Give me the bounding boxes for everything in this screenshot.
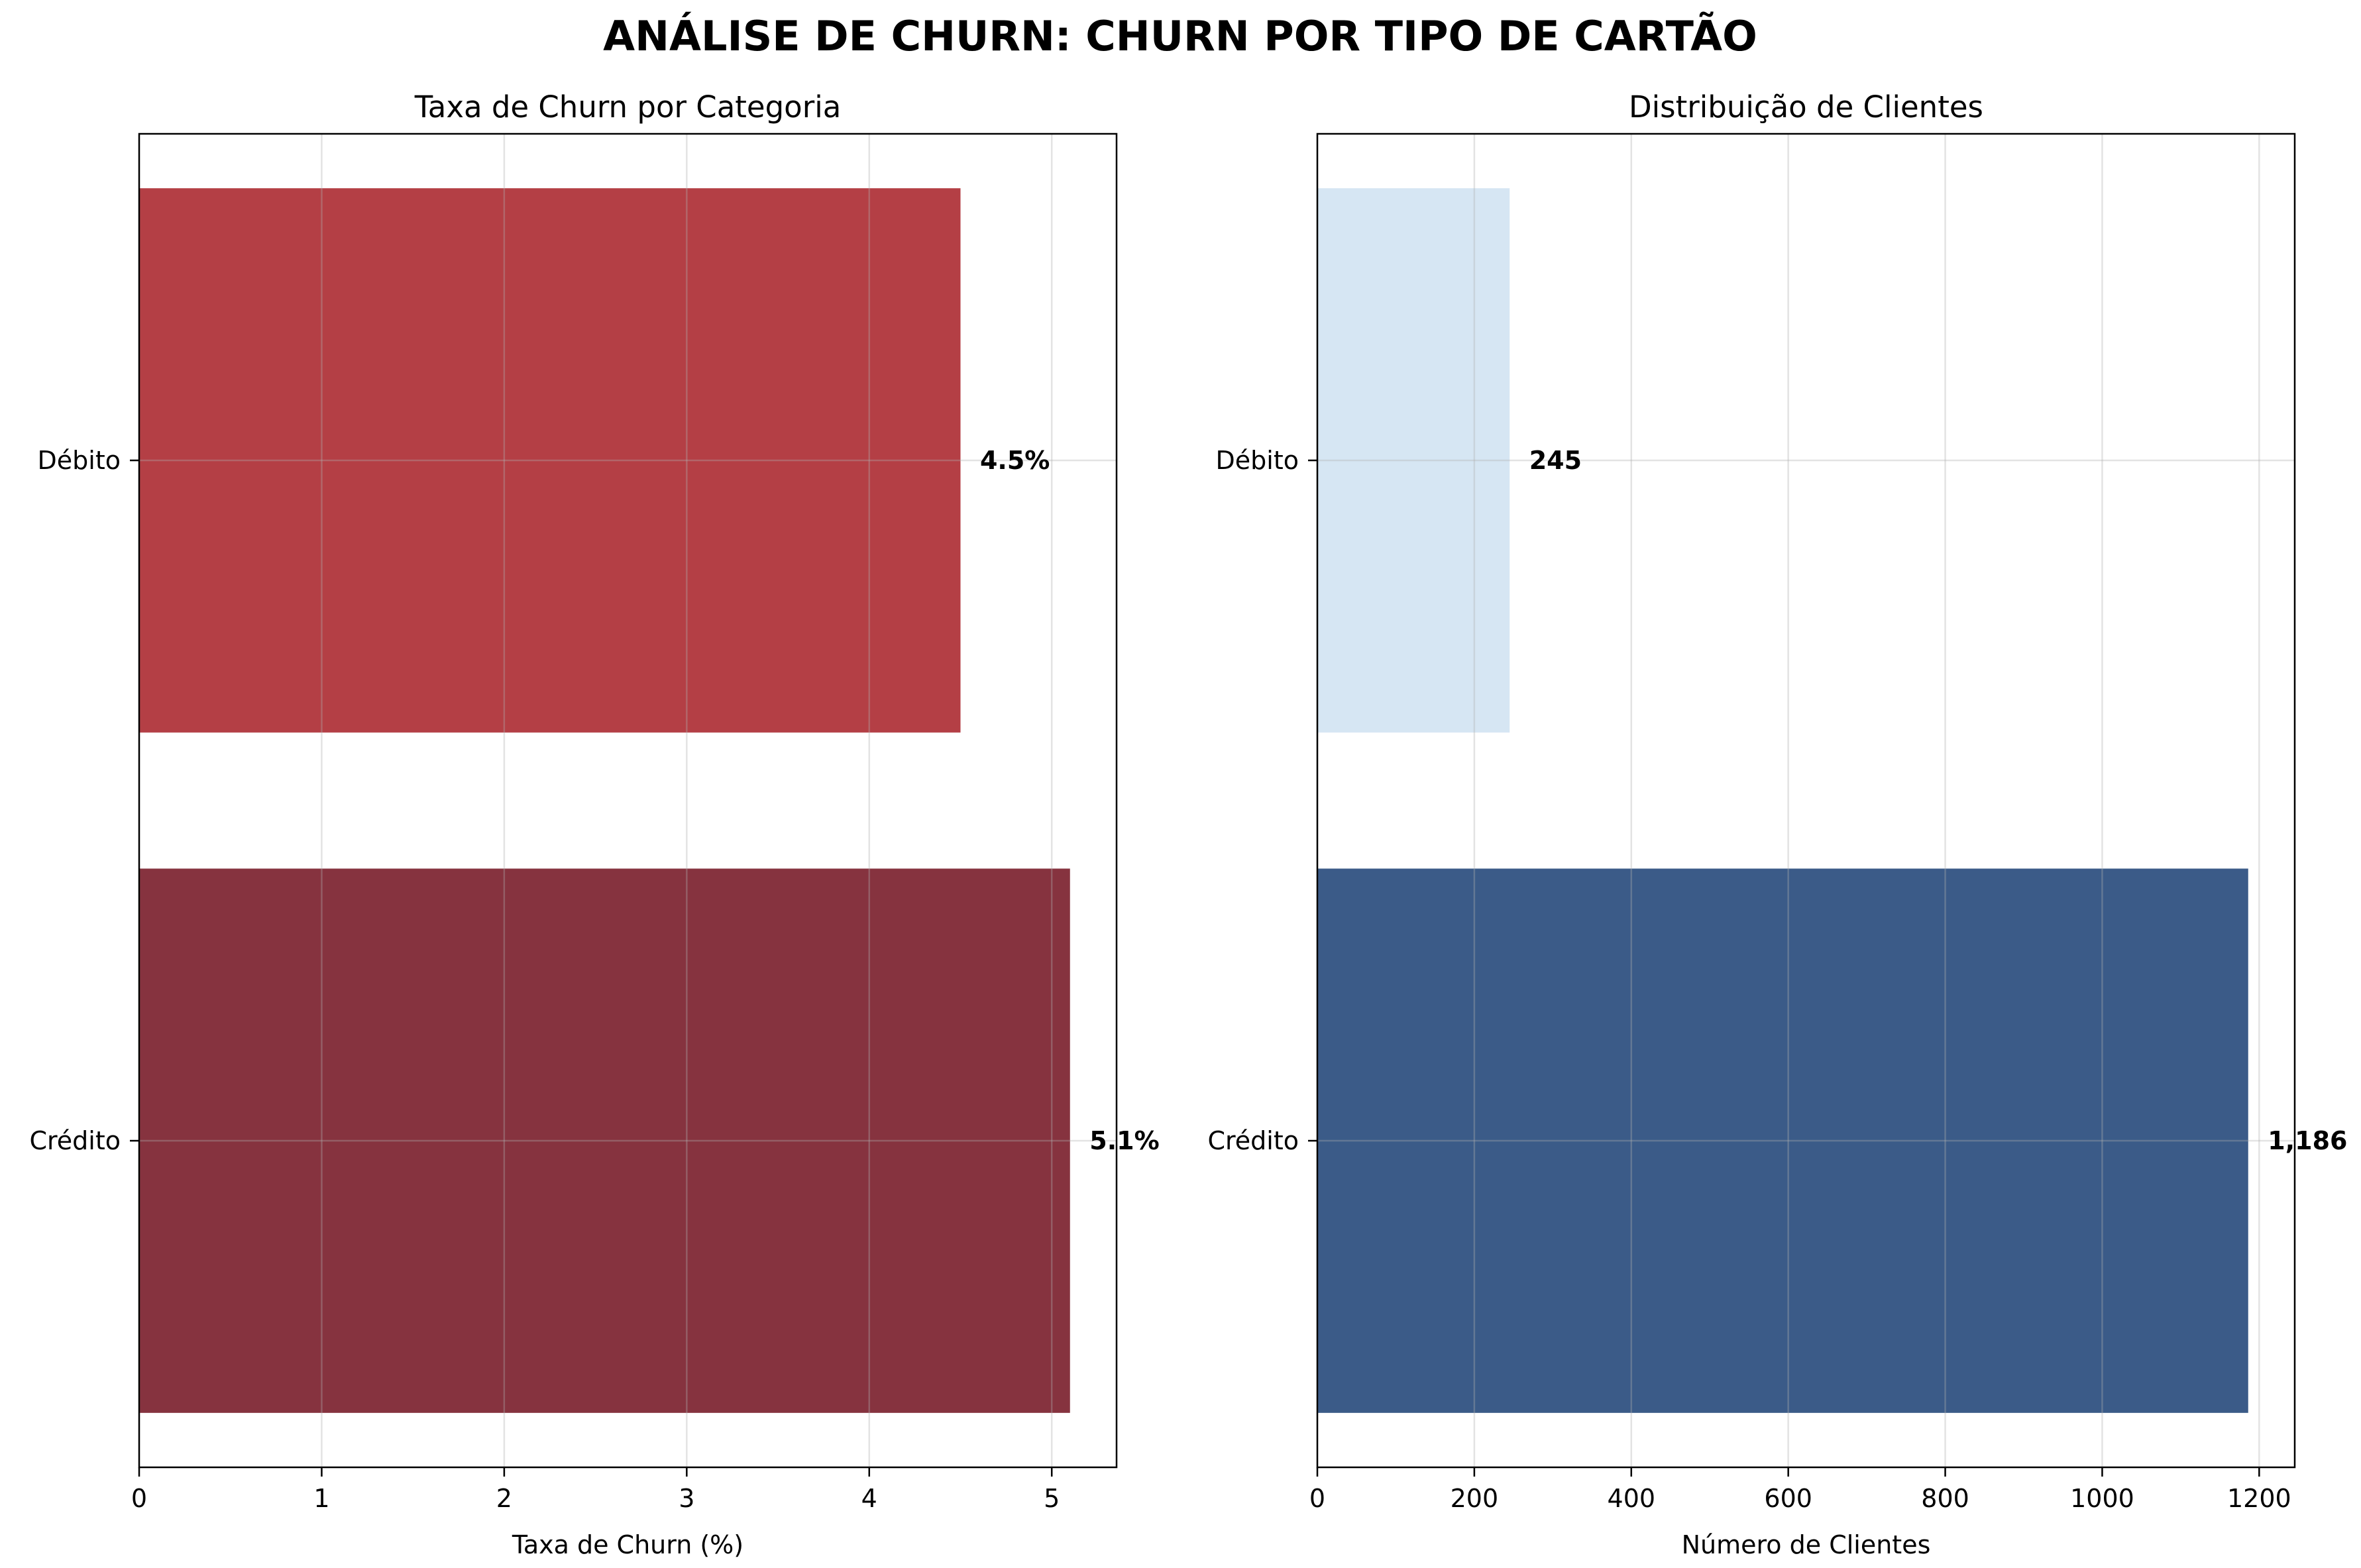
churn-rate-axes-frame [138,132,1118,1469]
churn-rate-x-axis-label: Taxa de Churn (%) [512,1530,743,1559]
churn-rate-x-tick-label: 0 [131,1484,147,1513]
churn-rate-x-tick-label: 4 [861,1484,877,1513]
churn-rate-y-tick-label: Débito [38,446,121,475]
figure-title: ANÁLISE DE CHURN: CHURN POR TIPO DE CART… [603,12,1757,60]
customers-x-tick-label: 600 [1764,1484,1812,1513]
churn-rate-x-tick-label: 5 [1044,1484,1060,1513]
churn-rate-x-tick-label: 3 [679,1484,694,1513]
customers-y-tick-label: Crédito [1207,1126,1299,1155]
customers-bar-debito [1317,188,1510,733]
churn-rate-data-label: 4.5% [980,446,1050,475]
customers-x-axis-label: Número de Clientes [1682,1530,1931,1559]
churn-rate-panel: 0 1 2 3 4 5 Débito Crédito 4.5% 5.1% Taxa de Churn… [29,89,1159,1559]
customers-x-tick-label: 1200 [2227,1484,2291,1513]
churn-rate-x-tick-label: 1 [313,1484,329,1513]
churn-rate-title: Taxa de Churn por Categoria [414,89,842,125]
churn-rate-bar-credito [139,868,1070,1413]
customers-data-label: 245 [1529,446,1582,475]
churn-rate-x-tick-label: 2 [496,1484,512,1513]
churn-rate-data-label: 5.1% [1089,1126,1159,1155]
customers-axes-frame [1316,132,2296,1469]
customers-x-tick-label: 800 [1921,1484,1969,1513]
churn-rate-bar-debito [139,188,961,733]
customers-x-tick-label: 200 [1451,1484,1499,1513]
customers-data-label: 1,186 [2268,1126,2347,1155]
customers-y-tick-label: Débito [1216,446,1299,475]
customers-x-tick-label: 0 [1309,1484,1325,1513]
churn-rate-y-tick-label: Crédito [29,1126,121,1155]
customer-distribution-panel: 0 200 400 600 800 1000 1200 Débito Crédito 245 1,1… [1207,89,2347,1559]
customers-bar-credito [1317,868,2248,1413]
customers-title: Distribuição de Clientes [1629,89,1983,125]
customers-x-tick-label: 1000 [2070,1484,2134,1513]
customers-x-tick-label: 400 [1608,1484,1656,1513]
